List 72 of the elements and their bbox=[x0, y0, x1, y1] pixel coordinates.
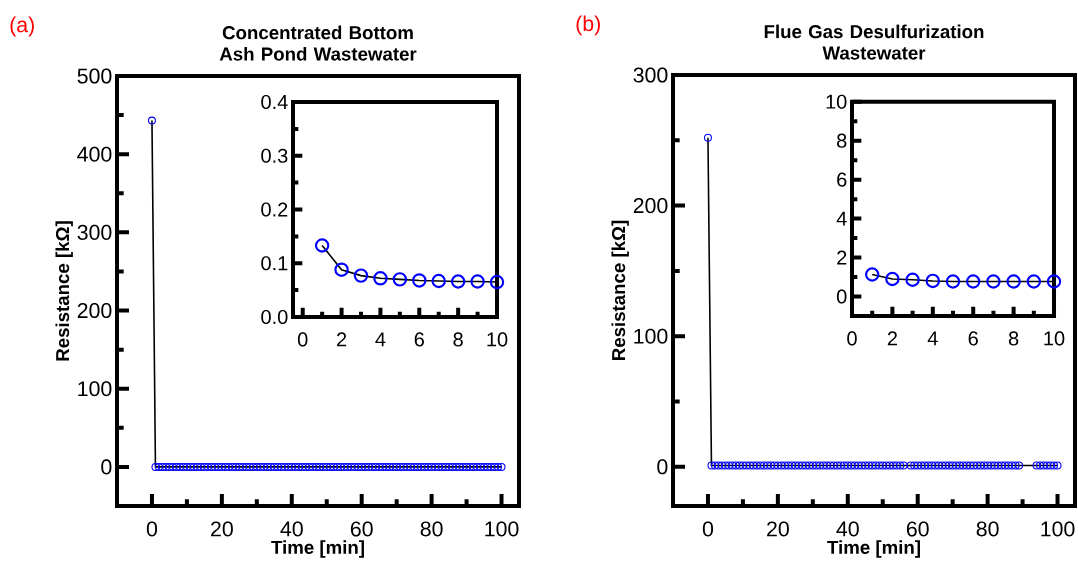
point bbox=[314, 238, 330, 253]
y-tick-label: 10 bbox=[826, 94, 847, 109]
y-tick-label: 4 bbox=[836, 211, 847, 226]
y-tick-label: 0.4 bbox=[261, 94, 288, 110]
point bbox=[1006, 274, 1021, 289]
x-tick-label: 20 bbox=[767, 521, 789, 537]
x-tick-label: 60 bbox=[350, 521, 373, 537]
y-tick-label: 0.2 bbox=[261, 202, 288, 217]
y-tick-label: 0.1 bbox=[261, 256, 288, 271]
x-axis-title: Time [min] bbox=[827, 540, 920, 558]
text: (a) bbox=[10, 16, 34, 37]
x-tick-label: 80 bbox=[976, 521, 999, 537]
x-tick-label: 40 bbox=[836, 521, 859, 537]
y-tick-label: 500 bbox=[77, 68, 112, 84]
x-tick-label: 80 bbox=[420, 521, 443, 537]
point bbox=[865, 267, 880, 282]
x-tick-label: 6 bbox=[968, 331, 978, 346]
point bbox=[392, 272, 408, 287]
x-tick-label: 2 bbox=[337, 332, 347, 347]
y-tick-label: 2 bbox=[837, 250, 847, 265]
x-tick-label: 100 bbox=[485, 521, 519, 537]
point bbox=[1046, 274, 1062, 289]
point bbox=[412, 273, 427, 288]
y-tick-label: 300 bbox=[633, 67, 668, 83]
point bbox=[353, 268, 369, 283]
y-tick-label: 0 bbox=[657, 459, 668, 475]
point bbox=[470, 274, 485, 289]
x-tick-label: 4 bbox=[375, 332, 386, 347]
y-tick-label: 300 bbox=[77, 224, 112, 240]
x-tick-label: 4 bbox=[927, 331, 938, 346]
x-tick-label: 0 bbox=[702, 521, 714, 537]
y-tick-label: 6 bbox=[837, 172, 847, 187]
point bbox=[1026, 274, 1042, 289]
point bbox=[986, 274, 1001, 289]
y-tick-label: 0 bbox=[101, 459, 112, 475]
point bbox=[450, 274, 466, 289]
y-tick-label: 0.0 bbox=[261, 309, 288, 325]
point bbox=[905, 272, 920, 287]
point bbox=[925, 273, 941, 289]
chart-title: Concentrated Bottom Ash Pond Wastewater bbox=[219, 25, 417, 61]
x-axis-title: Time [min] bbox=[271, 540, 364, 558]
point bbox=[489, 274, 505, 290]
chart-title: Flue Gas Desulfurization Wastewater bbox=[764, 24, 984, 60]
y-tick-label: 200 bbox=[633, 198, 668, 214]
x-tick-label: 6 bbox=[414, 332, 424, 347]
y-tick-label: 8 bbox=[837, 133, 847, 148]
x-tick-label: 0 bbox=[847, 331, 857, 346]
point bbox=[945, 274, 961, 289]
y-tick-label: 100 bbox=[78, 381, 112, 397]
point bbox=[431, 273, 446, 289]
x-tick-label: 8 bbox=[453, 332, 463, 347]
x-tick-label: 8 bbox=[1008, 331, 1019, 346]
x-tick-label: 0 bbox=[297, 332, 308, 347]
x-tick-label: 2 bbox=[887, 331, 897, 346]
y-tick-label: 200 bbox=[77, 303, 112, 319]
x-tick-label: 20 bbox=[211, 521, 233, 537]
x-tick-label: 60 bbox=[906, 521, 929, 537]
point bbox=[966, 274, 981, 289]
y-tick-label: 0 bbox=[836, 289, 847, 304]
y-axis-title: Resistance [kΩ] bbox=[55, 221, 73, 361]
y-tick-label: 400 bbox=[77, 146, 112, 162]
x-tick-label: 100 bbox=[1041, 521, 1075, 537]
y-tick-label: 0.3 bbox=[261, 148, 288, 163]
x-tick-label: 0 bbox=[146, 521, 158, 537]
x-tick-label: 10 bbox=[487, 332, 508, 347]
x-tick-label: 40 bbox=[280, 521, 303, 537]
text: (b) bbox=[576, 15, 600, 36]
point bbox=[373, 271, 388, 286]
point bbox=[334, 262, 349, 277]
x-tick-label: 10 bbox=[1044, 331, 1065, 346]
point bbox=[885, 271, 900, 287]
y-axis-title: Resistance [kΩ] bbox=[611, 220, 629, 361]
